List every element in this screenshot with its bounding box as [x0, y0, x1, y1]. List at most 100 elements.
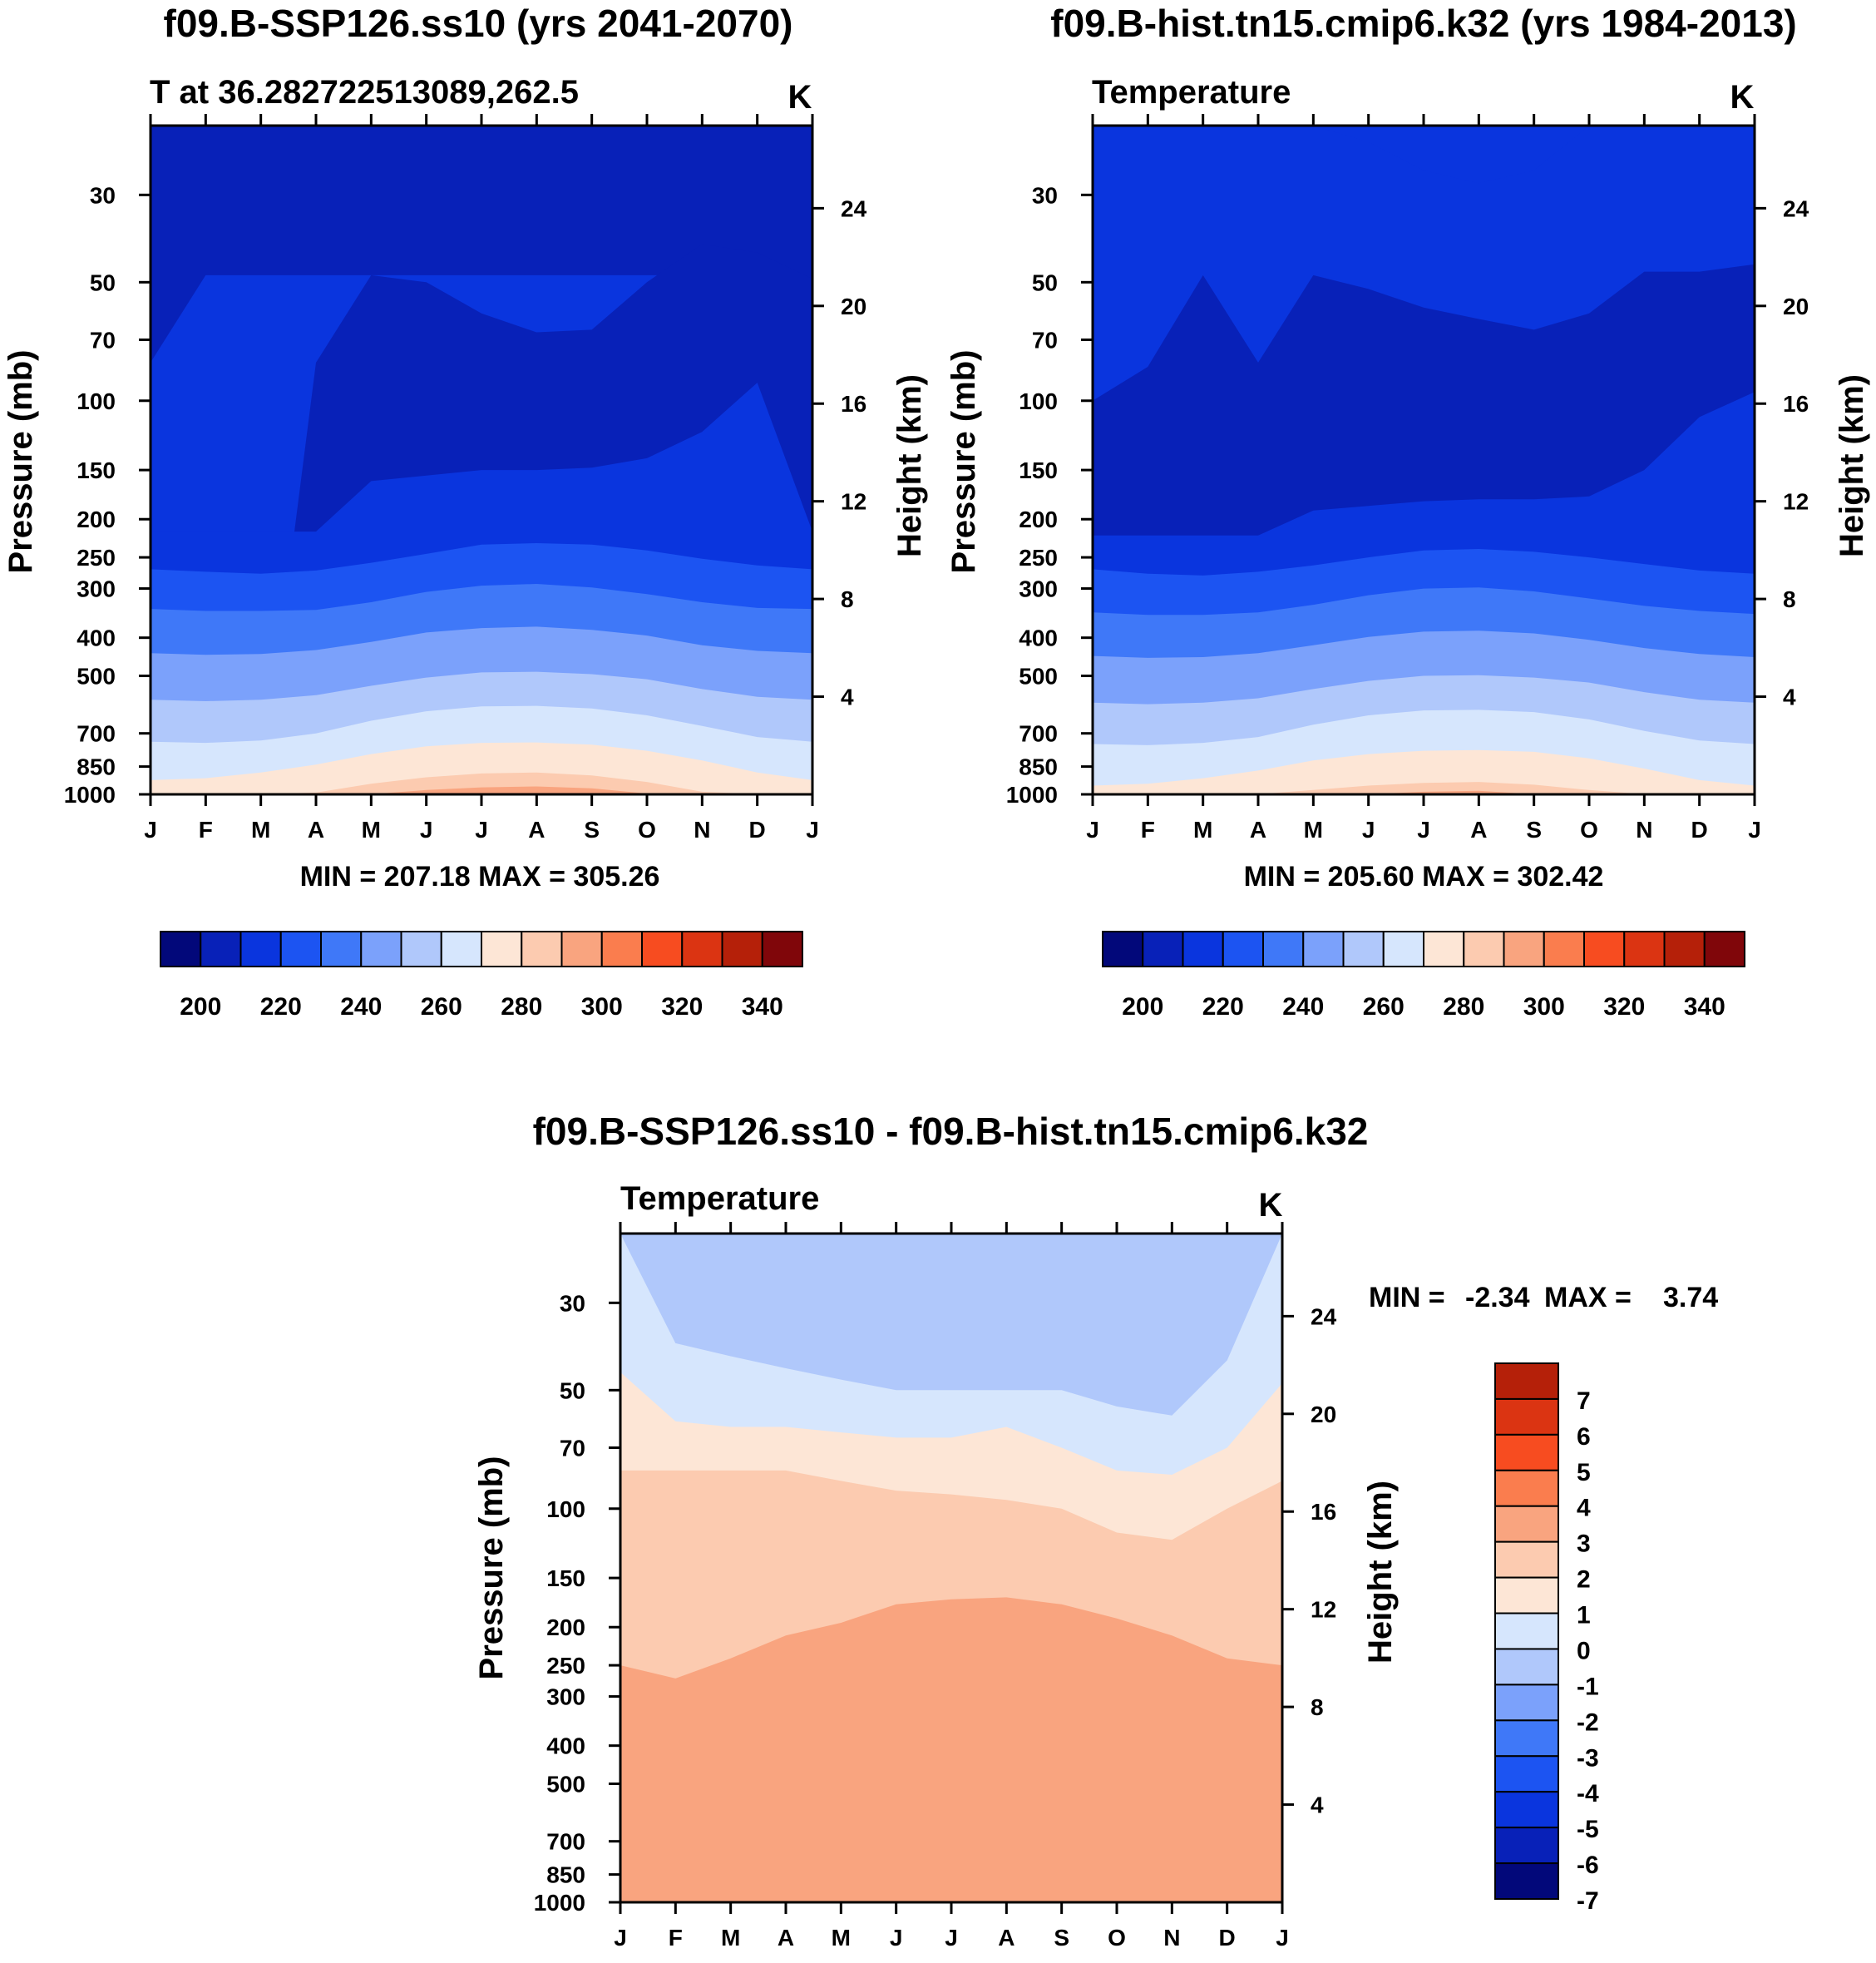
panel2-ticks: J F M A M J J A S O N D J 30 50 70 100 150 200 250 300 400 500…: [1006, 114, 1809, 843]
colorbar-box: [360, 931, 402, 967]
panel3-y-axis-label: Pressure (mb): [473, 1456, 510, 1680]
colorbar-box: [1494, 1862, 1559, 1900]
colorbar-box: [1494, 1719, 1559, 1758]
x-tick-label: J: [1086, 817, 1099, 843]
x-tick-label: O: [1580, 817, 1598, 843]
panel1-colorbar: 200 220 240 260 280 300 320 340: [160, 931, 803, 1021]
colorbar-label: 4: [1577, 1495, 1591, 1522]
y2-tick-label: 16: [1783, 391, 1809, 417]
x-tick-label: A: [528, 817, 545, 843]
colorbar-label: 300: [581, 993, 623, 1021]
panel2-subtitle: Temperature: [1092, 74, 1291, 111]
x-tick-label: N: [1163, 1925, 1180, 1951]
colorbar-box: [481, 931, 523, 967]
contour-band: [151, 742, 812, 794]
colorbar-box: [1262, 931, 1305, 967]
colorbar-box: [641, 931, 684, 967]
colorbar-box: [1494, 1505, 1559, 1543]
colorbar-box: [160, 931, 202, 967]
y-tick-label: 100: [1019, 388, 1058, 414]
y-tick-label: 850: [546, 1862, 585, 1888]
colorbar-label: 200: [1122, 993, 1163, 1021]
y-tick-label: 300: [77, 576, 116, 602]
y-tick-label: 30: [1032, 182, 1058, 208]
y-tick-label: 200: [546, 1614, 585, 1640]
x-tick-label: J: [945, 1925, 958, 1951]
colorbar-box: [279, 931, 322, 967]
colorbar-label: 240: [1282, 993, 1324, 1021]
colorbar-label: 340: [742, 993, 783, 1021]
x-tick-label: D: [1219, 1925, 1236, 1951]
colorbar-box: [1494, 1791, 1559, 1829]
colorbar-box: [1494, 1540, 1559, 1579]
colorbar-label: 6: [1577, 1423, 1591, 1451]
x-tick-label: J: [1276, 1925, 1289, 1951]
colorbar-box: [1583, 931, 1626, 967]
x-tick-label: F: [199, 817, 213, 843]
panel1-plot-area: [149, 124, 814, 796]
colorbar-label: -2: [1577, 1708, 1599, 1736]
colorbar-box: [1423, 931, 1465, 967]
x-tick-label: J: [475, 817, 488, 843]
x-tick-label: A: [1250, 817, 1266, 843]
y2-tick-label: 16: [1311, 1499, 1336, 1525]
y-tick-label: 850: [77, 754, 116, 780]
y-tick-label: 500: [77, 664, 116, 690]
panel3-stats-min-label: MIN =: [1369, 1282, 1445, 1313]
colorbar-label: 280: [1443, 993, 1484, 1021]
colorbar-box: [1494, 1827, 1559, 1865]
x-tick-label: M: [1304, 817, 1323, 843]
y-tick-label: 700: [77, 721, 116, 747]
panel2-units: K: [1730, 79, 1755, 116]
panel2-y-axis-label: Pressure (mb): [945, 350, 982, 574]
colorbar-label: 300: [1523, 993, 1565, 1021]
y-tick-label: 50: [1032, 269, 1058, 295]
y-tick-label: 250: [77, 545, 116, 571]
panel3-stats-max-label: MAX =: [1544, 1282, 1632, 1313]
panel2-y2-axis-label: Height (km): [1834, 374, 1870, 557]
panel1-y2-axis-label: Height (km): [891, 374, 928, 557]
y-tick-label: 250: [546, 1653, 585, 1679]
x-tick-label: D: [749, 817, 766, 843]
x-tick-label: M: [721, 1925, 740, 1951]
x-tick-label: J: [144, 817, 157, 843]
panel3-ticks: J F M A M J J A S O N D J 30 50 70 100 150 200 250 300 400 500…: [534, 1222, 1337, 1951]
colorbar-label: 5: [1577, 1459, 1591, 1486]
y-tick-label: 700: [1019, 721, 1058, 747]
colorbar-label: 260: [1363, 993, 1405, 1021]
colorbar-box: [1494, 1684, 1559, 1722]
colorbar-box: [1182, 931, 1224, 967]
colorbar-label: 280: [501, 993, 542, 1021]
y2-tick-label: 16: [841, 391, 866, 417]
colorbar-box: [1703, 931, 1745, 967]
panel3-units: K: [1259, 1187, 1283, 1224]
colorbar-label: -7: [1577, 1887, 1599, 1915]
x-tick-label: O: [1108, 1925, 1126, 1951]
colorbar-label: -5: [1577, 1816, 1599, 1843]
colorbar-label: 0: [1577, 1637, 1591, 1664]
y-tick-label: 150: [77, 457, 116, 483]
y2-tick-label: 20: [841, 294, 866, 319]
contour-band: [1093, 782, 1755, 794]
y-tick-label: 850: [1019, 754, 1058, 780]
y-tick-label: 70: [560, 1435, 585, 1461]
x-tick-label: J: [806, 817, 819, 843]
panel3-plot-area: [619, 1232, 1284, 1904]
y-tick-label: 50: [560, 1377, 585, 1403]
colorbar-label: 1: [1577, 1602, 1591, 1629]
colorbar-box: [1543, 931, 1585, 967]
y2-tick-label: 24: [1311, 1303, 1337, 1329]
x-tick-label: M: [832, 1925, 851, 1951]
x-tick-label: O: [638, 817, 656, 843]
y-tick-label: 30: [90, 182, 116, 208]
colorbar-box: [1663, 931, 1706, 967]
colorbar-box: [320, 931, 363, 967]
colorbar-label: 240: [340, 993, 382, 1021]
x-tick-label: J: [614, 1925, 627, 1951]
colorbar-label: 320: [661, 993, 703, 1021]
panel3-y2-axis-label: Height (km): [1362, 1481, 1399, 1664]
colorbar-box: [1142, 931, 1184, 967]
panel3-title: f09.B-SSP126.ss10 - f09.B-hist.tn15.cmip…: [533, 1110, 1369, 1153]
contour-band: [1093, 749, 1755, 794]
